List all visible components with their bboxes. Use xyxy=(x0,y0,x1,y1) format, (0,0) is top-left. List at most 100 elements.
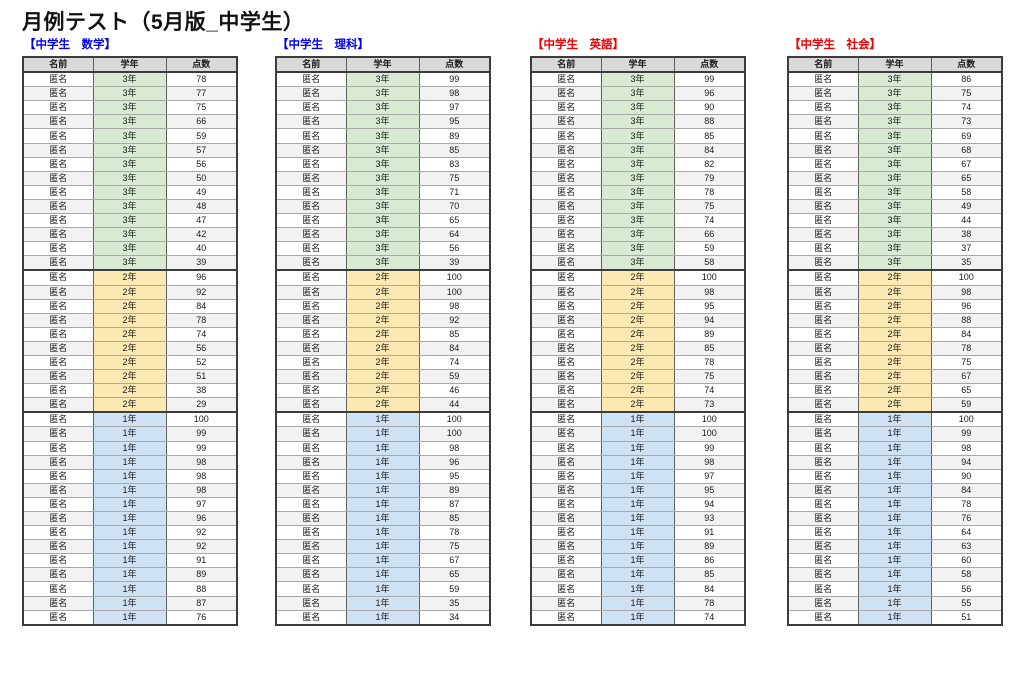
name-cell: 匿名 xyxy=(788,285,859,300)
name-cell: 匿名 xyxy=(531,567,602,583)
score-cell: 44 xyxy=(931,213,1002,229)
grade-cell: 1年 xyxy=(858,455,932,470)
name-cell: 匿名 xyxy=(531,383,602,399)
name-cell: 匿名 xyxy=(276,525,347,541)
table-row: 匿名 2年 56 xyxy=(23,341,237,356)
score-cell: 84 xyxy=(931,327,1002,342)
score-cell: 75 xyxy=(419,539,490,555)
table-row: 匿名 3年 68 xyxy=(788,143,1002,158)
grade-cell: 3年 xyxy=(93,171,167,186)
name-cell: 匿名 xyxy=(788,497,859,513)
score-cell: 74 xyxy=(674,383,745,399)
table-row: 匿名 3年 64 xyxy=(276,227,490,243)
name-cell: 匿名 xyxy=(788,269,859,286)
name-cell: 匿名 xyxy=(276,483,347,498)
table-row: 匿名 3年 86 xyxy=(788,72,1002,88)
table-row: 匿名 2年 74 xyxy=(531,383,745,399)
score-table-social: 【中学生 社会】 名前 学年 点数 匿名 3年 86 匿名 3年 75 匿名 3年 74 匿名 3年… xyxy=(787,36,1003,626)
grade-cell: 2年 xyxy=(346,285,420,300)
table-row: 匿名 2年 59 xyxy=(788,397,1002,413)
table-row: 匿名 3年 37 xyxy=(788,241,1002,257)
table-row: 匿名 2年 75 xyxy=(788,355,1002,371)
grade-cell: 3年 xyxy=(93,143,167,158)
name-cell: 匿名 xyxy=(23,327,94,342)
table-row: 匿名 1年 100 xyxy=(276,411,490,428)
grade-cell: 1年 xyxy=(93,596,167,611)
score-cell: 49 xyxy=(931,199,1002,215)
table-row: 匿名 3年 89 xyxy=(276,128,490,144)
score-cell: 56 xyxy=(419,241,490,257)
name-cell: 匿名 xyxy=(531,199,602,215)
score-cell: 100 xyxy=(419,426,490,442)
table-row: 匿名 1年 78 xyxy=(788,497,1002,513)
name-cell: 匿名 xyxy=(276,185,347,200)
name-cell: 匿名 xyxy=(788,86,859,102)
grade-cell: 3年 xyxy=(858,114,932,130)
score-cell: 51 xyxy=(166,369,237,385)
score-table-english: 【中学生 英語】 名前 学年 点数 匿名 3年 99 匿名 3年 96 匿名 3年 90 匿名 3年… xyxy=(530,36,746,626)
table-row: 匿名 1年 96 xyxy=(276,455,490,470)
table-row: 匿名 3年 39 xyxy=(276,255,490,271)
grade-cell: 1年 xyxy=(858,497,932,513)
table-row: 匿名 2年 88 xyxy=(788,313,1002,328)
grade-cell: 2年 xyxy=(601,269,675,286)
table-row: 匿名 3年 42 xyxy=(23,227,237,243)
table-row: 匿名 1年 98 xyxy=(23,483,237,498)
score-cell: 99 xyxy=(674,72,745,88)
score-cell: 39 xyxy=(166,255,237,271)
table-row: 匿名 1年 35 xyxy=(276,596,490,611)
table-row: 匿名 3年 44 xyxy=(788,213,1002,229)
table-row: 匿名 1年 56 xyxy=(788,581,1002,597)
name-cell: 匿名 xyxy=(788,610,859,626)
table-row: 匿名 2年 44 xyxy=(276,397,490,413)
table-row: 匿名 1年 85 xyxy=(276,511,490,527)
name-cell: 匿名 xyxy=(276,327,347,342)
score-cell: 89 xyxy=(419,483,490,498)
grade-cell: 1年 xyxy=(93,441,167,456)
name-cell: 匿名 xyxy=(276,114,347,130)
name-cell: 匿名 xyxy=(276,610,347,626)
grade-cell: 2年 xyxy=(601,341,675,356)
name-cell: 匿名 xyxy=(788,525,859,541)
grade-cell: 1年 xyxy=(93,553,167,569)
name-cell: 匿名 xyxy=(23,313,94,328)
score-cell: 84 xyxy=(166,299,237,314)
name-cell: 匿名 xyxy=(531,397,602,413)
table-row: 匿名 2年 96 xyxy=(788,299,1002,314)
table-row: 匿名 1年 60 xyxy=(788,553,1002,569)
name-cell: 匿名 xyxy=(23,525,94,541)
score-cell: 98 xyxy=(931,285,1002,300)
grade-cell: 3年 xyxy=(601,128,675,144)
table-row: 匿名 2年 89 xyxy=(531,327,745,342)
grade-cell: 2年 xyxy=(93,355,167,371)
table-row: 匿名 1年 89 xyxy=(23,567,237,583)
name-cell: 匿名 xyxy=(531,72,602,88)
name-cell: 匿名 xyxy=(276,157,347,172)
score-cell: 90 xyxy=(931,469,1002,484)
col-header-name: 名前 xyxy=(276,57,347,74)
grade-cell: 2年 xyxy=(93,341,167,356)
name-cell: 匿名 xyxy=(788,341,859,356)
score-cell: 78 xyxy=(931,341,1002,356)
score-cell: 85 xyxy=(674,567,745,583)
table-row: 匿名 1年 51 xyxy=(788,610,1002,626)
grade-cell: 2年 xyxy=(93,383,167,399)
score-cell: 78 xyxy=(674,185,745,200)
name-cell: 匿名 xyxy=(788,596,859,611)
grade-cell: 3年 xyxy=(858,255,932,271)
score-cell: 56 xyxy=(931,581,1002,597)
score-cell: 96 xyxy=(419,455,490,470)
score-cell: 100 xyxy=(674,411,745,428)
score-cell: 97 xyxy=(419,100,490,116)
table-row: 匿名 3年 67 xyxy=(788,157,1002,172)
table-row: 匿名 1年 93 xyxy=(531,511,745,527)
grade-cell: 2年 xyxy=(346,313,420,328)
name-cell: 匿名 xyxy=(23,355,94,371)
table-row: 匿名 1年 92 xyxy=(23,525,237,541)
table-row: 匿名 1年 91 xyxy=(531,525,745,541)
header-row: 名前 学年 点数 xyxy=(531,57,745,74)
score-cell: 98 xyxy=(419,441,490,456)
grade-cell: 3年 xyxy=(346,255,420,271)
grade-cell: 3年 xyxy=(346,171,420,186)
name-cell: 匿名 xyxy=(276,128,347,144)
